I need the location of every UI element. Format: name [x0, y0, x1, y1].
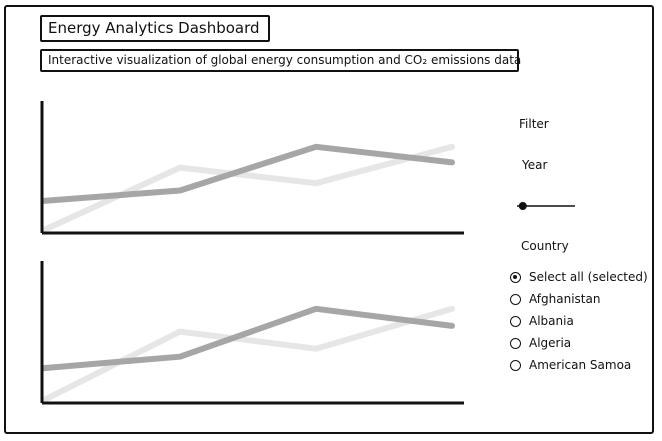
- radio-button[interactable]: [510, 337, 521, 349]
- country-option-label: Albania: [529, 314, 574, 328]
- year-slider[interactable]: [515, 198, 577, 214]
- radio-button[interactable]: [510, 359, 521, 371]
- country-label: Country: [521, 239, 569, 253]
- radio-button[interactable]: [510, 293, 521, 305]
- radio-button[interactable]: [510, 271, 521, 283]
- country-option-label: Afghanistan: [529, 292, 601, 306]
- dashboard-frame: [4, 5, 654, 434]
- country-option-american-samoa[interactable]: American Samoa: [510, 357, 631, 373]
- page-subtitle: Interactive visualization of global ener…: [40, 49, 521, 72]
- country-option-algeria[interactable]: Algeria: [510, 335, 571, 351]
- series-line-light: [41, 143, 455, 233]
- chart-top: [40, 101, 464, 235]
- series-line-light: [41, 305, 455, 403]
- year-label: Year: [522, 158, 548, 172]
- filter-heading: Filter: [519, 117, 549, 131]
- page-title: Energy Analytics Dashboard: [40, 15, 270, 42]
- country-option-label: American Samoa: [529, 358, 632, 372]
- radio-button[interactable]: [510, 315, 521, 327]
- country-option-label: Select all (selected): [529, 270, 648, 284]
- country-option-albania[interactable]: Albania: [510, 313, 574, 329]
- chart-bottom: [40, 261, 464, 405]
- year-slider-handle: [518, 202, 527, 210]
- country-option-select-all[interactable]: Select all (selected): [510, 269, 648, 285]
- series-line-dark: [41, 305, 455, 372]
- country-option-afghanistan[interactable]: Afghanistan: [510, 291, 600, 307]
- country-option-label: Algeria: [529, 336, 572, 350]
- series-line-dark: [41, 143, 455, 204]
